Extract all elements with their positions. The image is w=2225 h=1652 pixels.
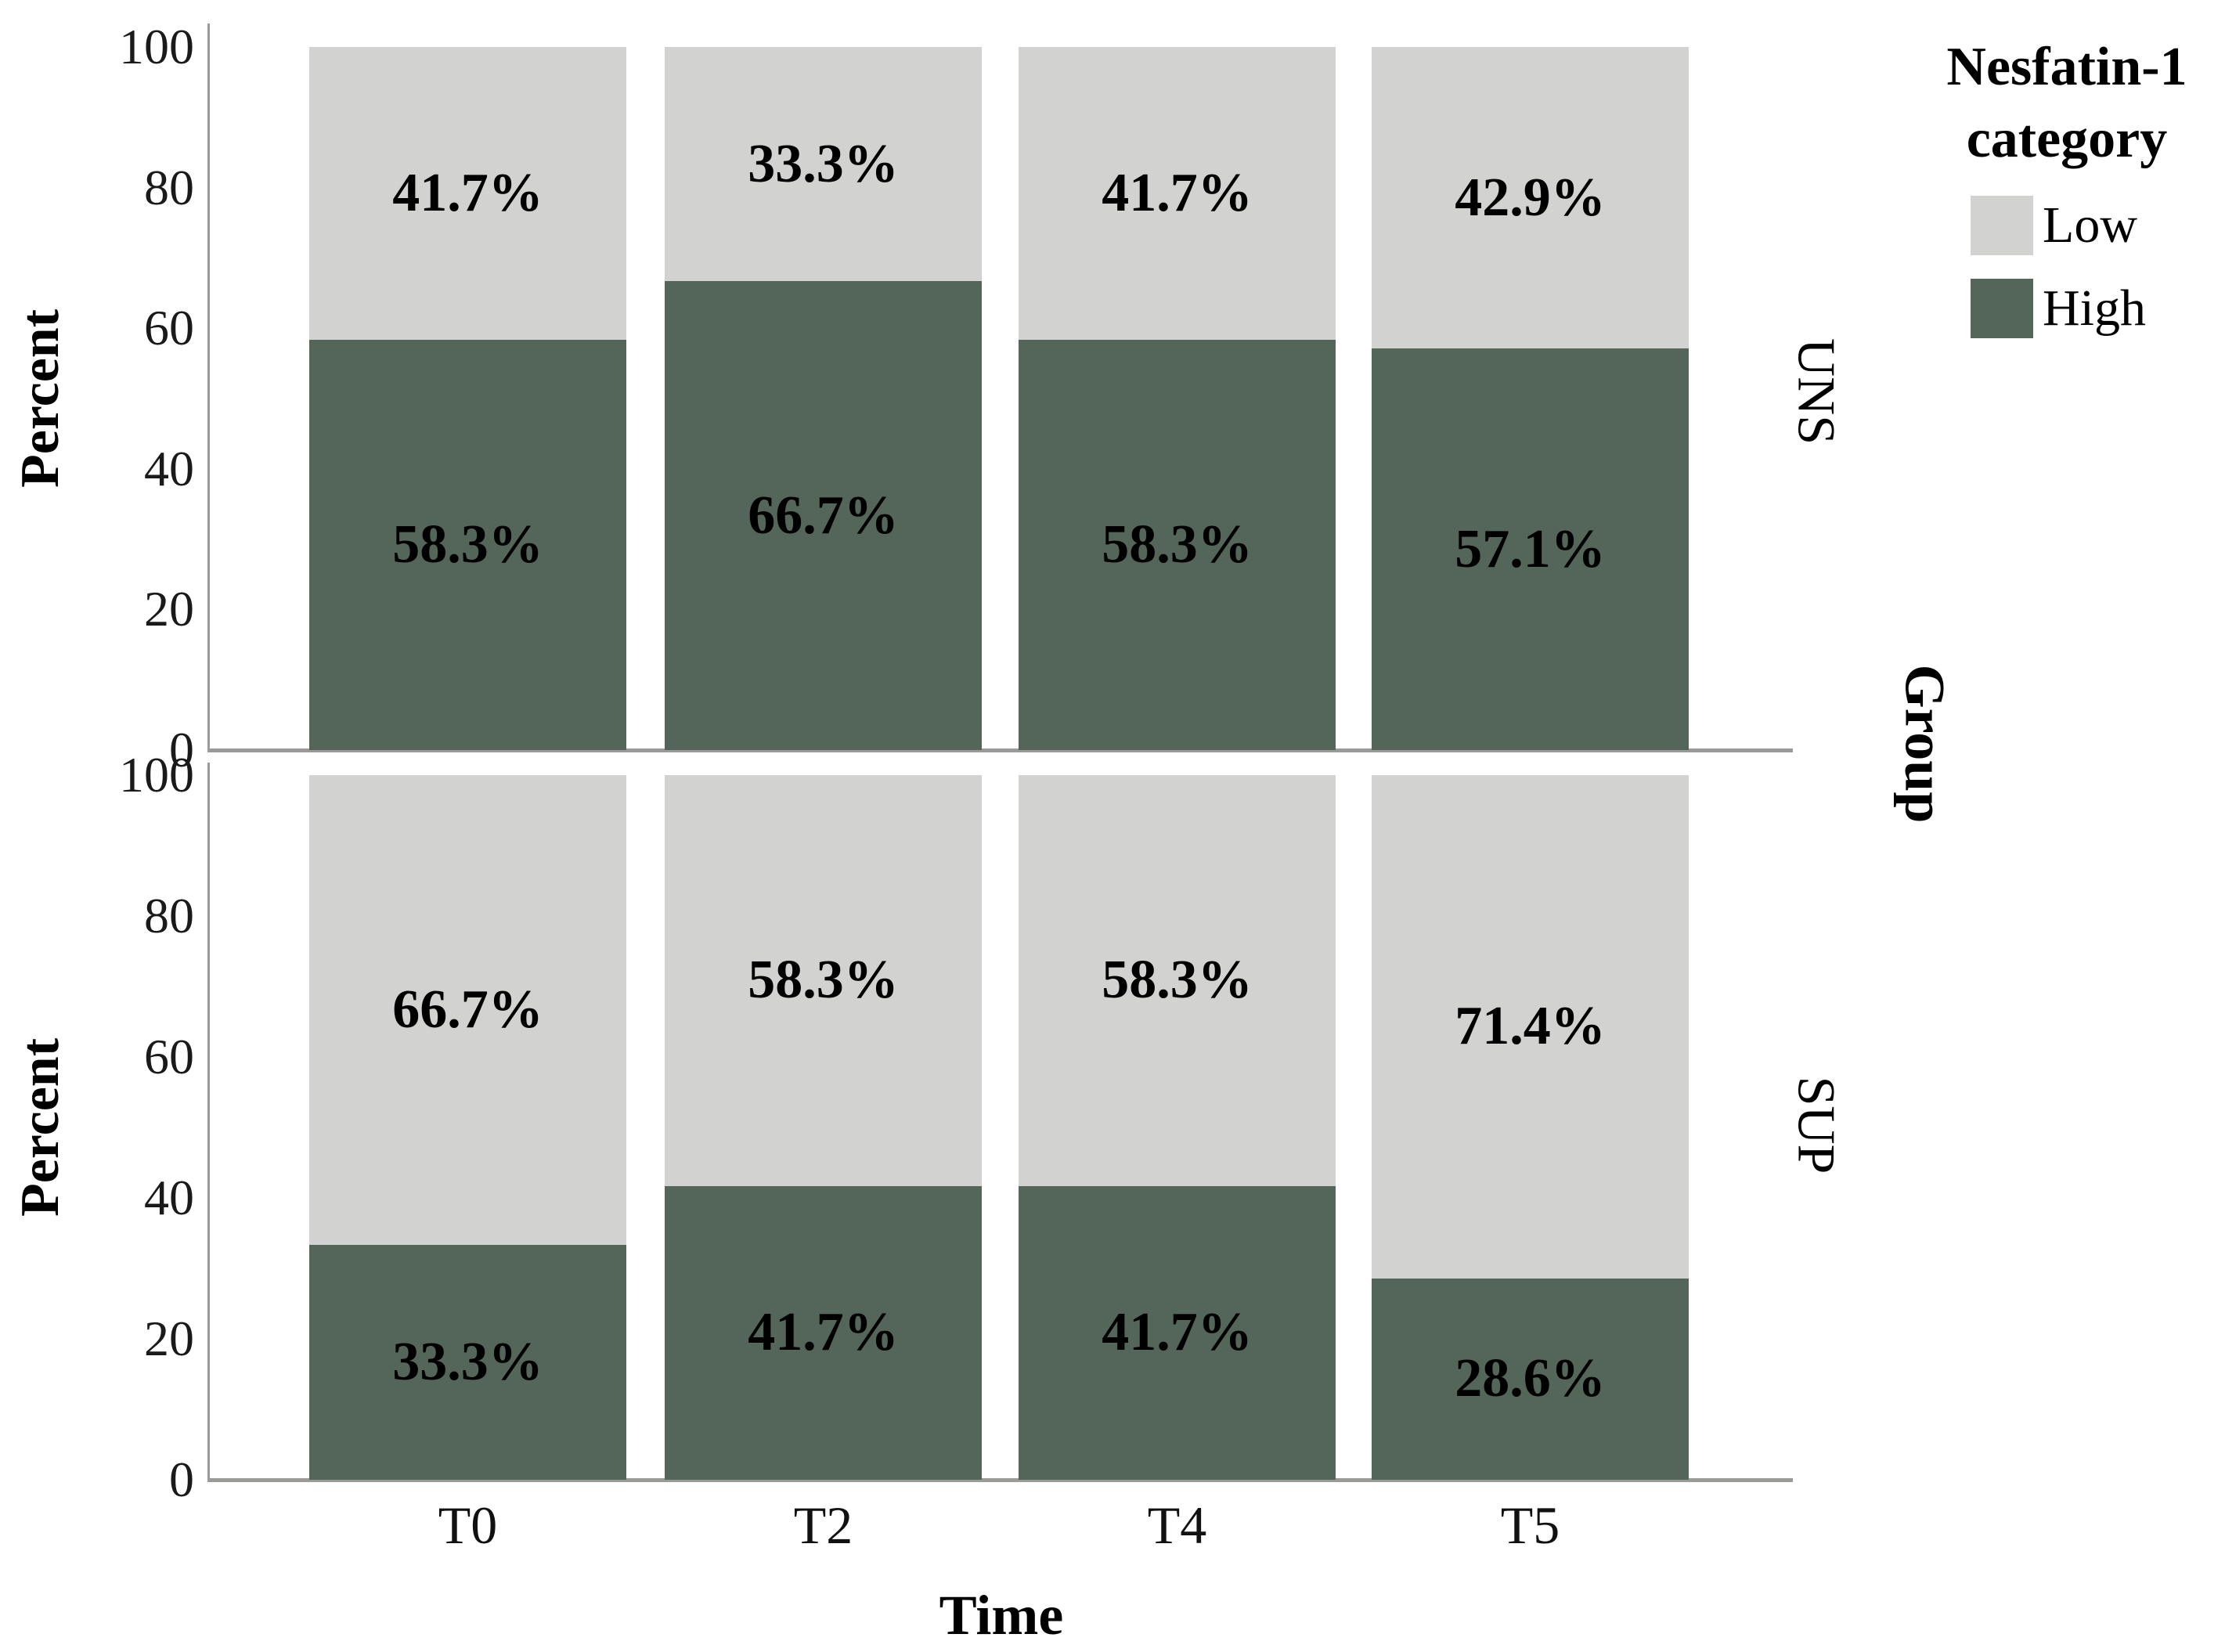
bar-uns-t0: 41.7% 58.3%: [309, 47, 626, 750]
bar-segment-high: [309, 340, 626, 750]
bar-segment-label: 41.7%: [1102, 1302, 1253, 1363]
bar-segment-high: [1019, 340, 1336, 750]
bar-segment-label: 42.9%: [1455, 167, 1606, 228]
legend-item-low: Low: [1971, 194, 2146, 257]
bar-segment-label: 66.7%: [748, 485, 899, 546]
legend-title-line2: category: [1966, 109, 2168, 169]
x-axis-line-uns: [207, 748, 1793, 752]
bar-segment-label: 28.6%: [1455, 1348, 1606, 1409]
legend-items: Low High: [1971, 194, 2146, 360]
x-axis-line-sup: [207, 1478, 1793, 1482]
bar-segment-low: [1372, 775, 1689, 1279]
y-axis-line-uns: [207, 23, 210, 750]
bar-sup-t2: 58.3% 41.7%: [665, 775, 982, 1480]
facet-label-sup: SUP: [1787, 1076, 1847, 1174]
bar-segment-low: [1019, 775, 1336, 1186]
bar-segment-label: 58.3%: [1102, 514, 1253, 575]
x-axis-title: Time: [939, 1584, 1064, 1647]
bar-segment-label: 41.7%: [1102, 163, 1253, 224]
bar-segment-low: [665, 775, 982, 1186]
x-tick-label-t2: T2: [793, 1495, 853, 1555]
bar-uns-t5: 42.9% 57.1%: [1372, 47, 1689, 750]
legend-swatch-high: [1971, 279, 2033, 338]
y-tick-label-uns-100: 100: [119, 19, 194, 74]
y-tick-label-uns-60: 60: [144, 300, 194, 356]
facet-label-uns: UNS: [1787, 337, 1847, 445]
bar-segment-low: [309, 47, 626, 341]
bar-segment-low: [665, 47, 982, 282]
bar-segment-low: [1019, 47, 1336, 341]
bar-segment-label: 57.1%: [1455, 518, 1606, 579]
bar-segment-high: [1019, 1185, 1336, 1480]
y-tick-label-sup-60: 60: [144, 1029, 194, 1084]
bar-sup-t5: 71.4% 28.6%: [1372, 775, 1689, 1480]
x-tick-label-t5: T5: [1500, 1495, 1560, 1555]
y-tick-label-uns-20: 20: [144, 581, 194, 637]
bar-sup-t4: 58.3% 41.7%: [1019, 775, 1336, 1480]
legend-title: Nesfatin-1 category: [1902, 31, 2225, 175]
x-tick-label-t4: T4: [1147, 1495, 1207, 1555]
bar-segment-high: [309, 1245, 626, 1480]
legend-label-low: Low: [2043, 197, 2137, 254]
y-axis-title-sup: Percent: [10, 1037, 70, 1217]
bar-segment-label: 41.7%: [392, 163, 543, 224]
bar-segment-high: [665, 281, 982, 750]
bar-segment-low: [1372, 47, 1689, 349]
bar-sup-t0: 66.7% 33.3%: [309, 775, 626, 1480]
bar-segment-label: 71.4%: [1455, 996, 1606, 1057]
y-tick-label-sup-0: 0: [169, 1452, 194, 1507]
bar-uns-t4: 41.7% 58.3%: [1019, 47, 1336, 750]
y-tick-label-uns-0: 0: [169, 722, 194, 777]
y-tick-label-sup-80: 80: [144, 888, 194, 943]
y-tick-label-uns-80: 80: [144, 159, 194, 215]
x-tick-label-t0: T0: [438, 1495, 498, 1555]
bar-segment-high: [665, 1185, 982, 1480]
facet-axis-title-group: Group: [1893, 664, 1956, 824]
bar-segment-label: 66.7%: [392, 979, 543, 1041]
legend-item-high: High: [1971, 277, 2146, 340]
bar-segment-label: 33.3%: [392, 1332, 543, 1393]
y-tick-label-sup-20: 20: [144, 1311, 194, 1366]
bar-segment-low: [309, 775, 626, 1246]
bar-segment-label: 33.3%: [748, 133, 899, 194]
legend-title-line1: Nesfatin-1: [1946, 37, 2187, 97]
bar-segment-label: 58.3%: [748, 950, 899, 1011]
bar-segment-high: [1372, 348, 1689, 750]
legend-swatch-low: [1971, 196, 2033, 255]
bar-segment-label: 58.3%: [1102, 950, 1253, 1011]
bar-segment-high: [1372, 1278, 1689, 1480]
y-tick-label-sup-40: 40: [144, 1170, 194, 1225]
y-tick-label-sup-100: 100: [119, 747, 194, 803]
y-axis-title-uns: Percent: [10, 308, 70, 489]
bar-segment-label: 58.3%: [392, 514, 543, 575]
y-tick-label-uns-40: 40: [144, 440, 194, 496]
y-axis-line-sup: [207, 763, 210, 1480]
bar-uns-t2: 33.3% 66.7%: [665, 47, 982, 750]
bar-segment-label: 41.7%: [748, 1302, 899, 1363]
legend-label-high: High: [2043, 280, 2146, 337]
